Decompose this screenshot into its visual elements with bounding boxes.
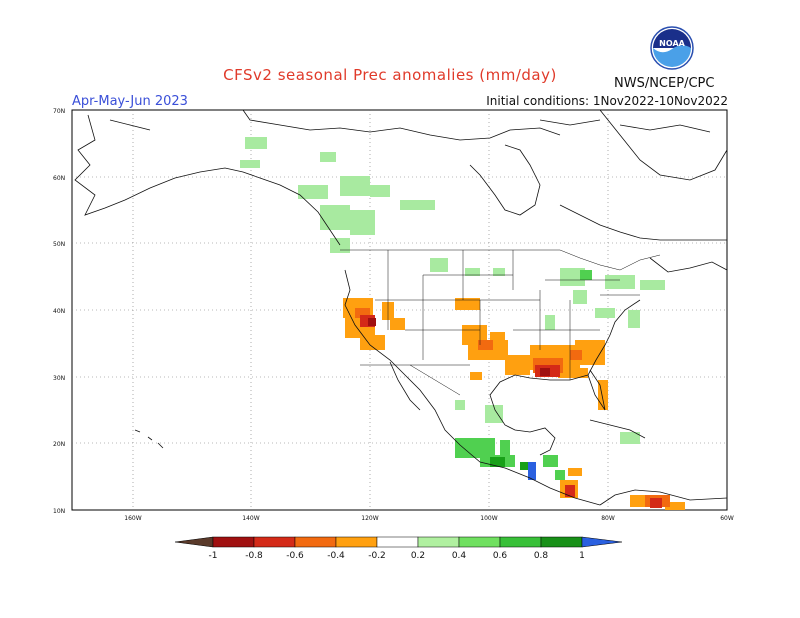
noaa-logo: NOAA — [650, 26, 694, 70]
political-borders — [340, 249, 661, 396]
agency-label: NWS/NCEP/CPC — [614, 76, 715, 91]
colorbar-label: 0.8 — [534, 551, 549, 561]
colorbar-swatch — [335, 536, 378, 548]
colorbar-swatch — [417, 536, 460, 548]
colorbar-label: 1 — [579, 551, 585, 561]
colorbar-label: -0.8 — [245, 551, 263, 561]
period-label: Apr-May-Jun 2023 — [72, 94, 188, 109]
colorbar-label: -0.2 — [368, 551, 386, 561]
coastlines — [74, 109, 728, 506]
lon-label: 100W — [480, 515, 497, 522]
colorbar-swatch — [376, 536, 419, 548]
lat-label: 30N — [53, 375, 65, 382]
colorbar-label: 0.4 — [452, 551, 467, 561]
colorbar-label: 0.6 — [493, 551, 508, 561]
lon-label: 120W — [361, 515, 378, 522]
colorbar-label: -1 — [209, 551, 218, 561]
noaa-logo-text: NOAA — [659, 39, 685, 48]
lat-label: 50N — [53, 241, 65, 248]
lon-label: 160W — [124, 515, 141, 522]
colorbar-arrow-low — [174, 536, 214, 548]
anomaly-shading — [240, 137, 685, 510]
lat-label: 10N — [53, 508, 65, 515]
colorbar-swatch — [499, 536, 542, 548]
lon-label: 140W — [242, 515, 259, 522]
colorbar-swatch — [458, 536, 501, 548]
initial-conditions-label: Initial conditions: 1Nov2022-10Nov2022 — [486, 94, 728, 108]
lon-label: 60W — [720, 515, 734, 522]
colorbar-swatch — [253, 536, 296, 548]
latitude-labels: 70N 60N 50N 40N 30N 20N 10N — [53, 108, 65, 515]
longitude-labels: 160W 140W 120W 100W 80W 60W — [124, 515, 734, 522]
colorbar-label: -0.4 — [327, 551, 345, 561]
lat-label: 40N — [53, 308, 65, 315]
colorbar-label: 0.2 — [411, 551, 425, 561]
colorbar: -1 -0.8 -0.6 -0.4 -0.2 0.2 0.4 0.6 0.8 1 — [174, 536, 623, 561]
lat-label: 20N — [53, 441, 65, 448]
colorbar-swatch — [294, 536, 337, 548]
colorbar-swatch — [212, 536, 255, 548]
colorbar-swatch — [540, 536, 583, 548]
lat-label: 60N — [53, 175, 65, 182]
lon-label: 80W — [601, 515, 615, 522]
colorbar-arrow-high — [581, 536, 623, 548]
lat-label: 70N — [53, 108, 65, 115]
colorbar-label: -0.6 — [286, 551, 304, 561]
map-title: CFSv2 seasonal Prec anomalies (mm/day) — [223, 66, 557, 84]
